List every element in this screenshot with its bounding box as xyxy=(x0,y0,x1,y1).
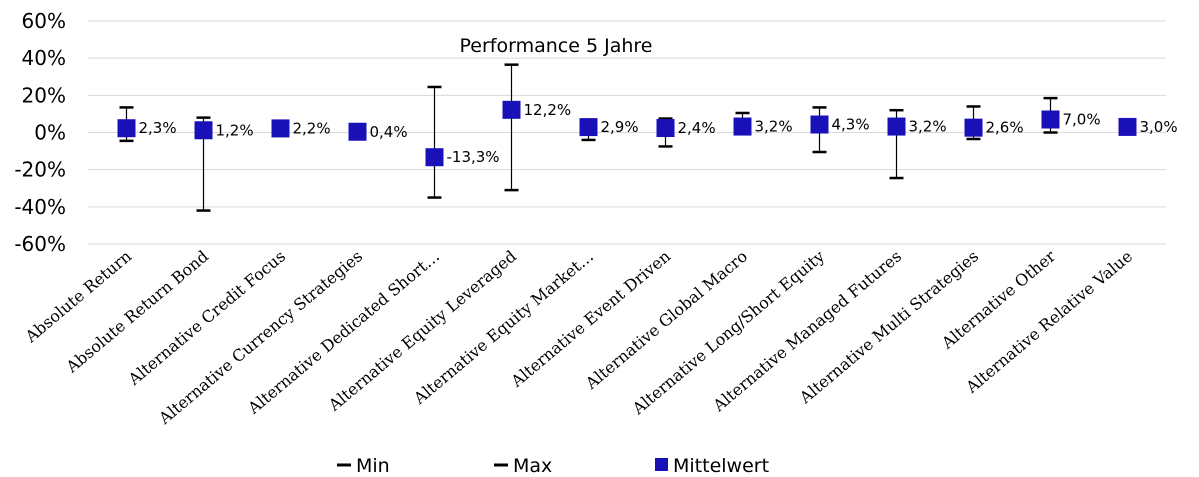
data-label: 3,2% xyxy=(909,118,947,136)
mean-marker xyxy=(348,122,367,141)
mean-marker xyxy=(194,121,213,140)
mean-marker xyxy=(1118,117,1137,136)
mean-marker xyxy=(425,148,444,167)
mean-marker xyxy=(271,119,290,138)
y-tick-label: -60% xyxy=(14,232,66,256)
x-tick-label: Alternative Event Driven xyxy=(507,247,674,392)
y-tick-label: 40% xyxy=(22,46,66,70)
mean-marker xyxy=(1041,110,1060,129)
y-tick-label: 20% xyxy=(22,83,66,107)
data-label: 4,3% xyxy=(832,116,870,134)
data-label: 2,4% xyxy=(678,119,716,137)
mean-marker xyxy=(964,118,983,137)
data-label: -13,3% xyxy=(447,148,500,166)
mean-marker xyxy=(579,118,598,137)
y-tick-label: 0% xyxy=(34,121,66,145)
mean-marker xyxy=(733,117,752,136)
gridlines xyxy=(88,20,1166,245)
legend-max-label: Max xyxy=(513,455,552,477)
x-tick-label: Alternative Credit Focus xyxy=(124,247,289,390)
data-label: 0,4% xyxy=(370,123,408,141)
mean-marker xyxy=(810,115,829,134)
y-tick-label: -20% xyxy=(14,158,66,182)
data-labels: 2,3% 1,2% 2,2% 0,4% -13,3% 12,2% 2,9% 2,4% 3,2% 4… xyxy=(139,101,1178,166)
chart-title: Performance 5 Jahre xyxy=(460,35,653,57)
y-tick-label: -40% xyxy=(14,195,66,219)
y-axis: 60% 40% 20% 0% -20% -40% -60% xyxy=(14,9,66,256)
error-bars xyxy=(119,63,1135,212)
data-label: 2,9% xyxy=(601,118,639,136)
legend-min-label: Min xyxy=(356,455,390,477)
legend: Min Max Mittelwert xyxy=(337,455,769,477)
mean-marker xyxy=(117,119,136,138)
legend-mean-label: Mittelwert xyxy=(673,455,769,477)
data-label: 7,0% xyxy=(1063,110,1101,128)
data-label: 12,2% xyxy=(524,101,572,119)
data-label: 1,2% xyxy=(216,121,254,139)
data-label: 2,3% xyxy=(139,119,177,137)
data-label: 2,2% xyxy=(293,119,331,137)
y-tick-label: 60% xyxy=(22,9,66,33)
data-label: 3,0% xyxy=(1140,118,1178,136)
mean-marker xyxy=(656,119,675,138)
data-label: 3,2% xyxy=(755,118,793,136)
mean-marker xyxy=(502,100,521,119)
legend-mean-swatch xyxy=(655,458,668,471)
mean-marker xyxy=(887,117,906,136)
data-label: 2,6% xyxy=(986,119,1024,137)
x-tick-label: Absolute Return Bond xyxy=(62,247,212,377)
mean-markers xyxy=(117,100,1137,167)
